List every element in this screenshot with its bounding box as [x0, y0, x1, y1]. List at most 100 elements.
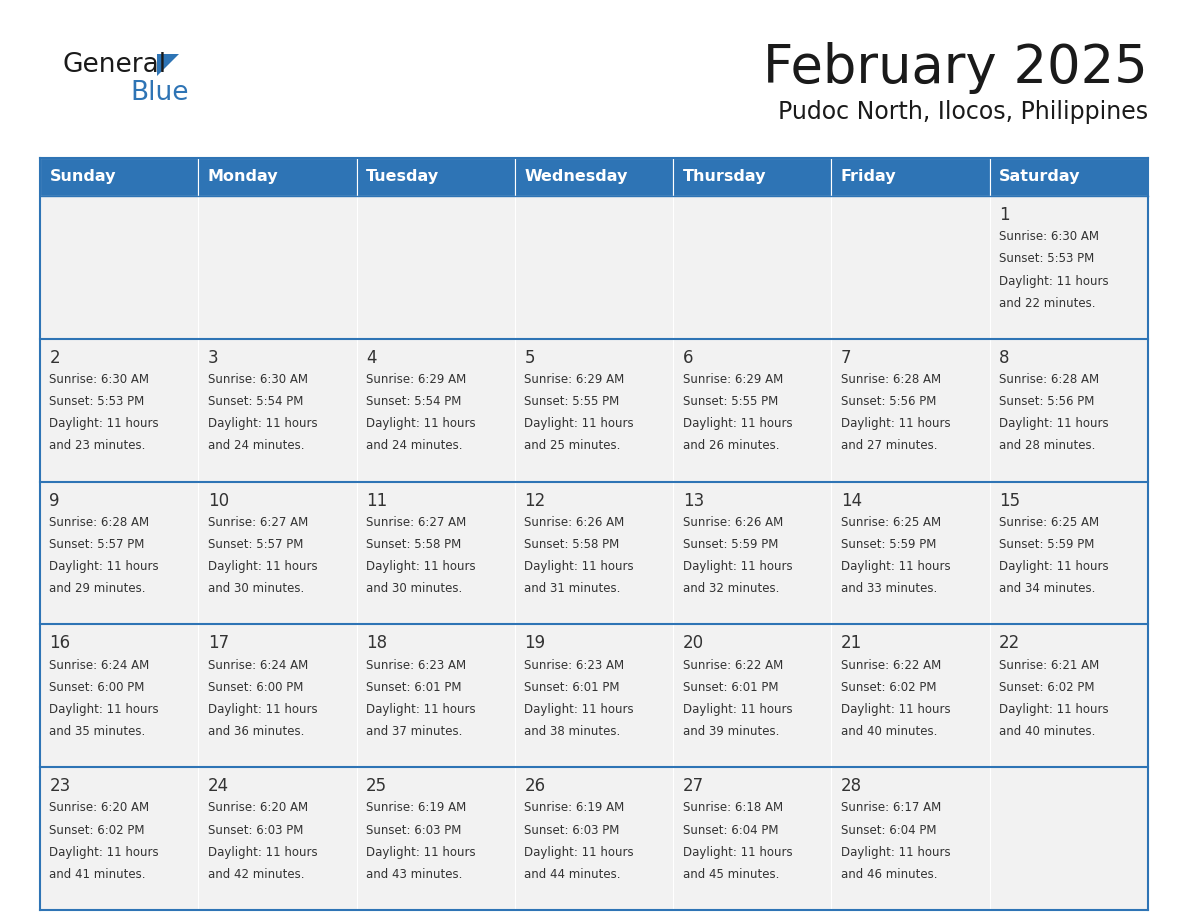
Text: Daylight: 11 hours: Daylight: 11 hours: [683, 418, 792, 431]
Text: Sunset: 6:03 PM: Sunset: 6:03 PM: [208, 823, 303, 836]
Text: and 27 minutes.: and 27 minutes.: [841, 440, 937, 453]
Bar: [198, 624, 356, 767]
Text: and 29 minutes.: and 29 minutes.: [50, 582, 146, 595]
Text: Sunset: 6:02 PM: Sunset: 6:02 PM: [50, 823, 145, 836]
Text: Sunrise: 6:20 AM: Sunrise: 6:20 AM: [50, 801, 150, 814]
Bar: [356, 158, 514, 196]
Text: Daylight: 11 hours: Daylight: 11 hours: [208, 703, 317, 716]
Text: Sunrise: 6:30 AM: Sunrise: 6:30 AM: [50, 373, 150, 386]
Text: Daylight: 11 hours: Daylight: 11 hours: [524, 845, 634, 858]
Text: Sunset: 5:57 PM: Sunset: 5:57 PM: [208, 538, 303, 551]
Text: Daylight: 11 hours: Daylight: 11 hours: [208, 560, 317, 573]
Text: Sunset: 5:55 PM: Sunset: 5:55 PM: [524, 396, 620, 409]
Text: Daylight: 11 hours: Daylight: 11 hours: [50, 845, 159, 858]
Text: and 45 minutes.: and 45 minutes.: [683, 868, 779, 881]
Bar: [40, 158, 198, 196]
Bar: [514, 158, 674, 196]
Text: Sunset: 5:53 PM: Sunset: 5:53 PM: [999, 252, 1094, 265]
Text: 19: 19: [524, 634, 545, 653]
Bar: [356, 624, 514, 767]
Text: 7: 7: [841, 349, 852, 367]
Text: Sunset: 5:58 PM: Sunset: 5:58 PM: [524, 538, 620, 551]
Text: Daylight: 11 hours: Daylight: 11 hours: [366, 845, 475, 858]
Text: and 31 minutes.: and 31 minutes.: [524, 582, 620, 595]
Text: 12: 12: [524, 492, 545, 509]
Text: Blue: Blue: [129, 80, 189, 106]
Text: 11: 11: [366, 492, 387, 509]
Text: Daylight: 11 hours: Daylight: 11 hours: [841, 560, 950, 573]
Bar: [674, 767, 832, 910]
Text: Sunrise: 6:25 AM: Sunrise: 6:25 AM: [999, 516, 1099, 529]
Text: 25: 25: [366, 778, 387, 795]
Bar: [40, 196, 198, 339]
Text: 17: 17: [208, 634, 229, 653]
Text: Sunrise: 6:28 AM: Sunrise: 6:28 AM: [999, 373, 1099, 386]
Bar: [832, 339, 990, 482]
Text: Tuesday: Tuesday: [366, 170, 440, 185]
Bar: [40, 482, 198, 624]
Text: and 24 minutes.: and 24 minutes.: [208, 440, 304, 453]
Text: 16: 16: [50, 634, 70, 653]
Text: 2: 2: [50, 349, 61, 367]
Text: and 42 minutes.: and 42 minutes.: [208, 868, 304, 881]
Text: 5: 5: [524, 349, 535, 367]
Text: Sunrise: 6:21 AM: Sunrise: 6:21 AM: [999, 659, 1099, 672]
Text: General: General: [62, 52, 166, 78]
Text: and 26 minutes.: and 26 minutes.: [683, 440, 779, 453]
Bar: [514, 482, 674, 624]
Text: Daylight: 11 hours: Daylight: 11 hours: [999, 703, 1108, 716]
Bar: [674, 158, 832, 196]
Text: Sunrise: 6:19 AM: Sunrise: 6:19 AM: [366, 801, 467, 814]
Text: 13: 13: [683, 492, 703, 509]
Text: Daylight: 11 hours: Daylight: 11 hours: [366, 418, 475, 431]
Text: Sunset: 5:59 PM: Sunset: 5:59 PM: [683, 538, 778, 551]
Text: Sunday: Sunday: [50, 170, 116, 185]
Text: Daylight: 11 hours: Daylight: 11 hours: [366, 560, 475, 573]
Text: Daylight: 11 hours: Daylight: 11 hours: [683, 703, 792, 716]
Text: Sunrise: 6:26 AM: Sunrise: 6:26 AM: [524, 516, 625, 529]
Text: and 38 minutes.: and 38 minutes.: [524, 725, 620, 738]
Text: Sunrise: 6:20 AM: Sunrise: 6:20 AM: [208, 801, 308, 814]
Text: and 44 minutes.: and 44 minutes.: [524, 868, 621, 881]
Bar: [832, 158, 990, 196]
Text: and 39 minutes.: and 39 minutes.: [683, 725, 779, 738]
Text: Sunrise: 6:24 AM: Sunrise: 6:24 AM: [50, 659, 150, 672]
Text: Sunset: 5:56 PM: Sunset: 5:56 PM: [841, 396, 936, 409]
Text: Daylight: 11 hours: Daylight: 11 hours: [208, 845, 317, 858]
Text: Sunset: 6:04 PM: Sunset: 6:04 PM: [841, 823, 936, 836]
Text: Sunrise: 6:18 AM: Sunrise: 6:18 AM: [683, 801, 783, 814]
Text: and 41 minutes.: and 41 minutes.: [50, 868, 146, 881]
Bar: [990, 158, 1148, 196]
Text: Sunrise: 6:29 AM: Sunrise: 6:29 AM: [683, 373, 783, 386]
Text: and 28 minutes.: and 28 minutes.: [999, 440, 1095, 453]
Text: and 35 minutes.: and 35 minutes.: [50, 725, 146, 738]
Bar: [990, 624, 1148, 767]
Text: Sunrise: 6:26 AM: Sunrise: 6:26 AM: [683, 516, 783, 529]
Polygon shape: [157, 54, 179, 76]
Text: 1: 1: [999, 206, 1010, 224]
Bar: [40, 339, 198, 482]
Text: 4: 4: [366, 349, 377, 367]
Text: and 23 minutes.: and 23 minutes.: [50, 440, 146, 453]
Text: Daylight: 11 hours: Daylight: 11 hours: [999, 560, 1108, 573]
Text: Sunrise: 6:29 AM: Sunrise: 6:29 AM: [524, 373, 625, 386]
Bar: [198, 767, 356, 910]
Bar: [40, 767, 198, 910]
Text: Daylight: 11 hours: Daylight: 11 hours: [841, 703, 950, 716]
Text: Sunset: 6:01 PM: Sunset: 6:01 PM: [683, 681, 778, 694]
Bar: [990, 482, 1148, 624]
Text: Sunset: 5:58 PM: Sunset: 5:58 PM: [366, 538, 461, 551]
Text: Daylight: 11 hours: Daylight: 11 hours: [524, 703, 634, 716]
Bar: [514, 624, 674, 767]
Text: and 33 minutes.: and 33 minutes.: [841, 582, 937, 595]
Text: Sunset: 6:03 PM: Sunset: 6:03 PM: [366, 823, 461, 836]
Bar: [356, 482, 514, 624]
Text: and 40 minutes.: and 40 minutes.: [841, 725, 937, 738]
Text: and 30 minutes.: and 30 minutes.: [366, 582, 462, 595]
Bar: [356, 767, 514, 910]
Text: Sunrise: 6:23 AM: Sunrise: 6:23 AM: [366, 659, 466, 672]
Text: and 32 minutes.: and 32 minutes.: [683, 582, 779, 595]
Text: 23: 23: [50, 778, 71, 795]
Text: Daylight: 11 hours: Daylight: 11 hours: [999, 418, 1108, 431]
Text: Sunrise: 6:29 AM: Sunrise: 6:29 AM: [366, 373, 467, 386]
